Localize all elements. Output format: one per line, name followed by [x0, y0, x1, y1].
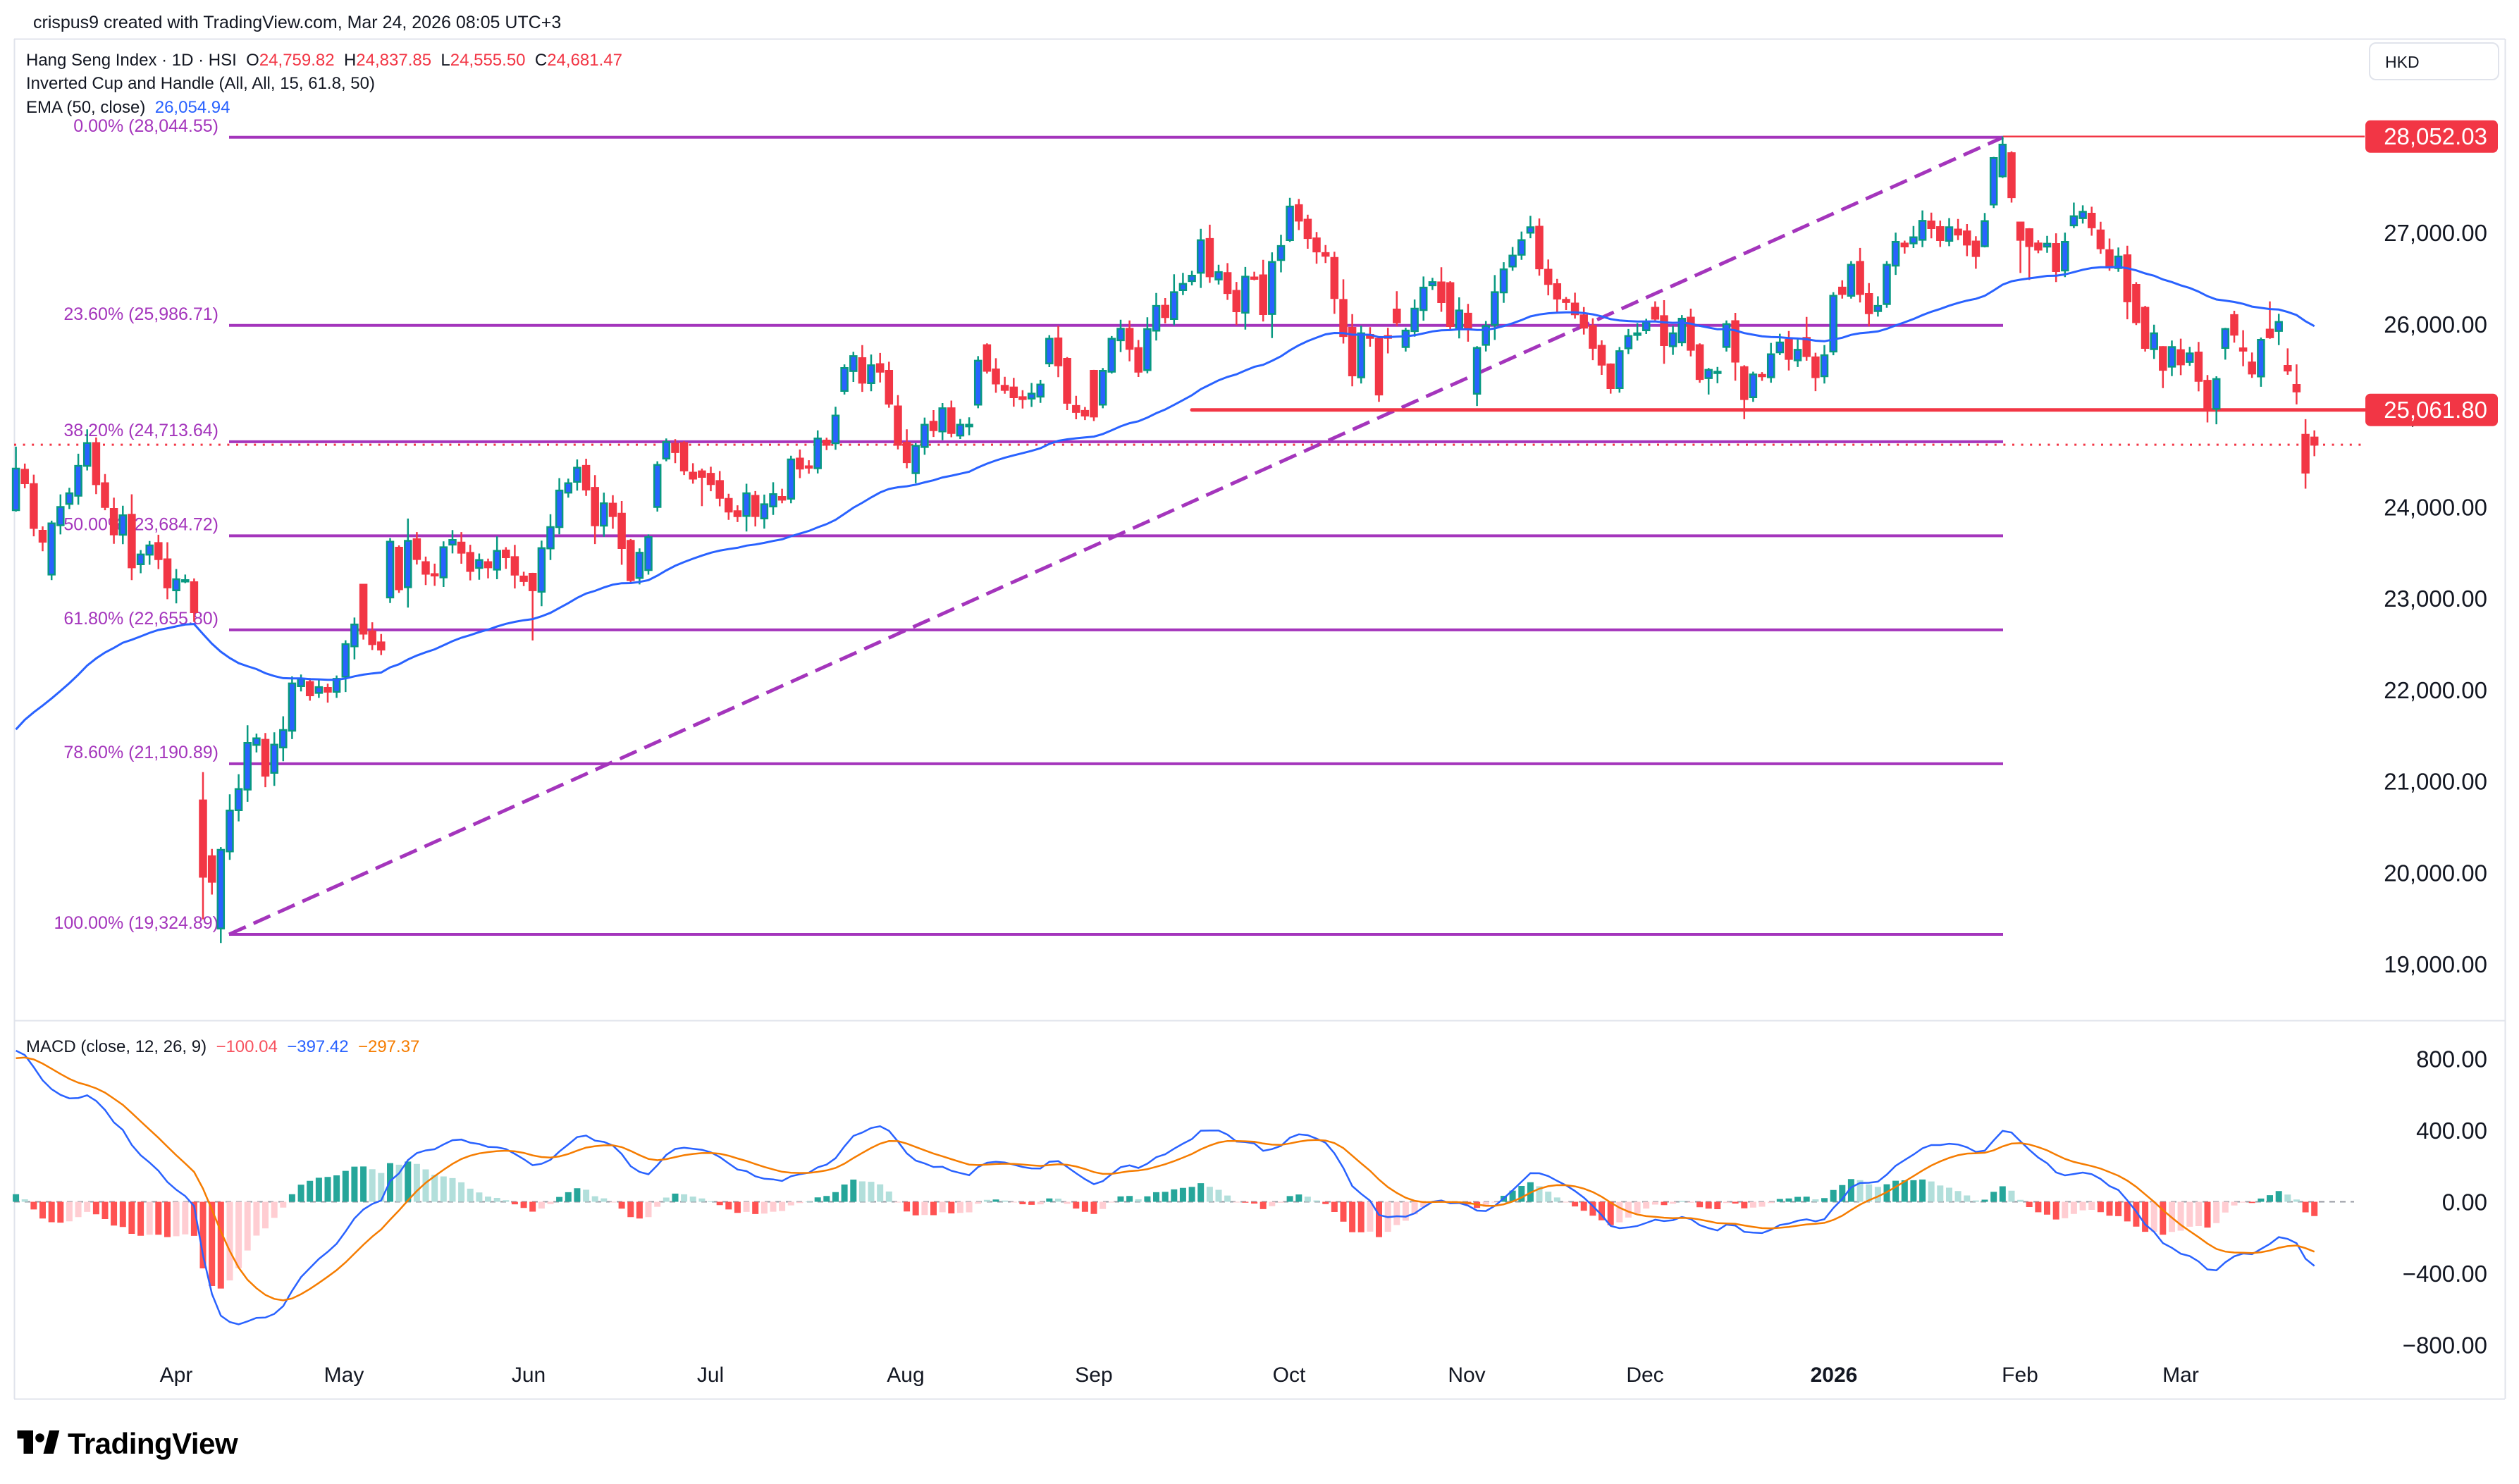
svg-text:78.60% (21,190.89): 78.60% (21,190.89) [63, 743, 218, 762]
svg-text:0.00% (28,044.55): 0.00% (28,044.55) [73, 116, 218, 136]
svg-text:Dec: Dec [1626, 1364, 1663, 1387]
svg-text:0.00: 0.00 [2442, 1189, 2487, 1215]
svg-text:Jun: Jun [512, 1364, 546, 1387]
svg-text:TradingView: TradingView [68, 1427, 238, 1460]
svg-text:−800.00: −800.00 [2403, 1332, 2487, 1358]
svg-text:MACD (close, 12, 26, 9) −100.: MACD (close, 12, 26, 9) −100.04 −397.42 … [26, 1037, 419, 1056]
svg-text:Feb: Feb [2002, 1364, 2038, 1387]
svg-text:Inverted Cup and Handle (All,: Inverted Cup and Handle (All, All, 15, 6… [26, 74, 375, 93]
svg-text:Nov: Nov [1448, 1364, 1485, 1387]
svg-text:28,052.03: 28,052.03 [2384, 123, 2487, 149]
svg-text:100.00% (19,324.89): 100.00% (19,324.89) [54, 913, 218, 933]
svg-text:Sep: Sep [1075, 1364, 1112, 1387]
svg-text:Apr: Apr [160, 1364, 193, 1387]
svg-text:HKD: HKD [2385, 53, 2420, 71]
svg-text:Mar: Mar [2162, 1364, 2199, 1387]
svg-text:Aug: Aug [887, 1364, 924, 1387]
svg-text:Jul: Jul [697, 1364, 724, 1387]
svg-text:25,061.80: 25,061.80 [2384, 397, 2487, 423]
svg-text:27,000.00: 27,000.00 [2384, 220, 2487, 246]
svg-text:Hang Seng Index · 1D · HSI O2: Hang Seng Index · 1D · HSI O24,759.82 H2… [26, 51, 622, 70]
svg-text:24,000.00: 24,000.00 [2384, 494, 2487, 520]
svg-text:crispus9 created with TradingV: crispus9 created with TradingView.com, M… [33, 13, 561, 32]
svg-text:May: May [324, 1364, 364, 1387]
svg-text:400.00: 400.00 [2416, 1118, 2487, 1144]
svg-text:19,000.00: 19,000.00 [2384, 951, 2487, 977]
svg-text:20,000.00: 20,000.00 [2384, 860, 2487, 886]
svg-text:2026: 2026 [1811, 1364, 1858, 1387]
svg-text:EMA (50, close) 26,054.94: EMA (50, close) 26,054.94 [26, 98, 230, 117]
svg-text:22,000.00: 22,000.00 [2384, 677, 2487, 703]
svg-text:23,000.00: 23,000.00 [2384, 586, 2487, 612]
svg-text:−400.00: −400.00 [2403, 1261, 2487, 1287]
svg-text:Oct: Oct [1273, 1364, 1306, 1387]
svg-text:21,000.00: 21,000.00 [2384, 769, 2487, 795]
svg-text:38.20% (24,713.64): 38.20% (24,713.64) [63, 421, 218, 440]
svg-text:50.00% (23,684.72): 50.00% (23,684.72) [63, 514, 218, 534]
svg-text:800.00: 800.00 [2416, 1046, 2487, 1072]
svg-text:23.60% (25,986.71): 23.60% (25,986.71) [63, 304, 218, 324]
svg-text:26,000.00: 26,000.00 [2384, 311, 2487, 338]
